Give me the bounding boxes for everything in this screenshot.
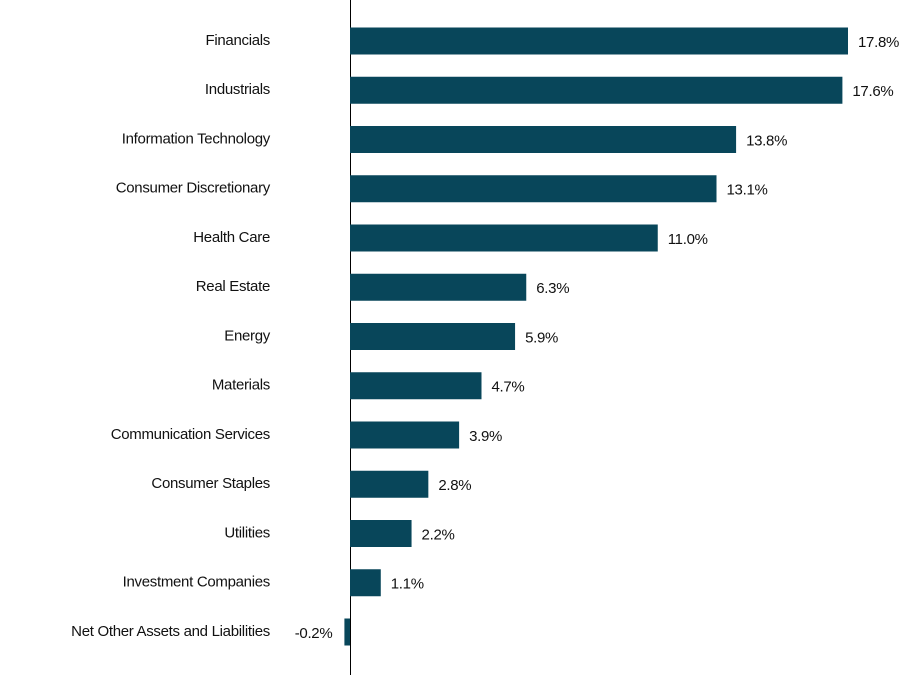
- value-label: 6.3%: [536, 280, 569, 297]
- bar: [350, 372, 482, 400]
- bar: [344, 618, 350, 646]
- category-label: Consumer Discretionary: [116, 180, 271, 197]
- category-label: Real Estate: [196, 278, 270, 295]
- bar: [350, 323, 516, 350]
- value-label: 13.1%: [727, 182, 768, 199]
- bar: [350, 175, 717, 203]
- value-label: 1.1%: [391, 576, 424, 593]
- value-label: 11.0%: [668, 231, 708, 248]
- category-label: Industrials: [205, 81, 270, 98]
- bar: [350, 569, 381, 597]
- value-label: 5.9%: [525, 329, 558, 346]
- value-label: 17.8%: [858, 34, 899, 51]
- category-label: Financials: [205, 32, 270, 49]
- category-label: Utilities: [224, 524, 270, 541]
- category-label: Information Technology: [122, 130, 271, 147]
- value-label: 17.6%: [852, 83, 893, 100]
- bar: [350, 224, 658, 252]
- bar: [350, 76, 843, 104]
- bar: [350, 421, 460, 449]
- category-label: Consumer Staples: [151, 475, 270, 492]
- value-label: 2.2%: [422, 526, 455, 543]
- bar: [350, 27, 848, 55]
- category-label: Investment Companies: [123, 574, 270, 591]
- value-label: 4.7%: [491, 379, 524, 396]
- value-label: 13.8%: [746, 132, 787, 149]
- category-label: Health Care: [193, 229, 270, 246]
- bar: [350, 520, 412, 547]
- value-label: 2.8%: [438, 477, 471, 494]
- category-label: Communication Services: [111, 426, 270, 443]
- value-label: -0.2%: [295, 625, 333, 642]
- value-label: 3.9%: [469, 428, 502, 445]
- category-label: Materials: [212, 377, 270, 394]
- bar: [350, 273, 527, 301]
- category-label: Energy: [224, 327, 271, 344]
- bar: [350, 470, 429, 498]
- category-label: Net Other Assets and Liabilities: [71, 623, 270, 640]
- bar: [350, 126, 737, 153]
